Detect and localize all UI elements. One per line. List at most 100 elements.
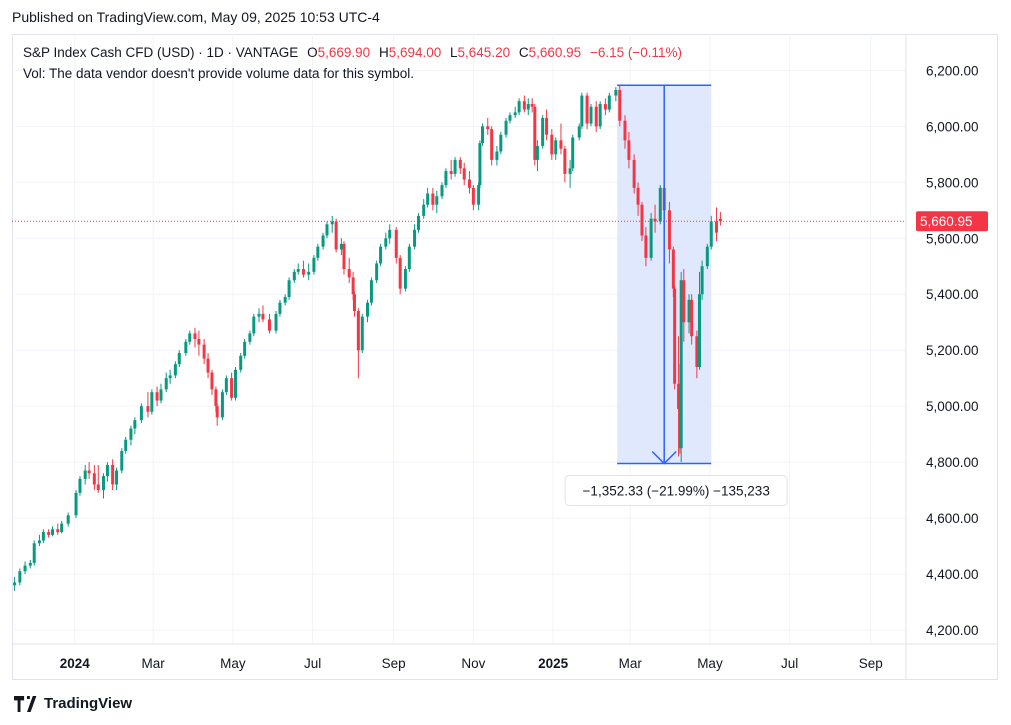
candle-body xyxy=(278,302,282,314)
candle-body xyxy=(477,185,481,205)
candle-body xyxy=(173,364,177,376)
volume-note: Vol: The data vendor doesn't provide vol… xyxy=(23,66,415,81)
x-tick-label: May xyxy=(220,656,246,671)
candle-body xyxy=(239,355,243,370)
candle-body xyxy=(462,168,466,180)
grid-lines xyxy=(12,34,906,644)
candle-body xyxy=(714,221,718,233)
candle-body xyxy=(394,229,398,258)
candle-body xyxy=(347,269,351,278)
candle-body xyxy=(577,126,581,138)
candle-body xyxy=(700,266,704,295)
candle-body xyxy=(705,246,709,267)
candle-body xyxy=(292,271,296,281)
candle-body xyxy=(486,126,490,130)
candle-body xyxy=(667,210,671,250)
candle-body xyxy=(252,316,256,334)
footer-brand: TradingView xyxy=(44,695,133,712)
candle-body xyxy=(352,294,356,312)
candle-body xyxy=(422,204,426,216)
candle-body xyxy=(307,271,311,275)
candle-body xyxy=(682,280,686,323)
y-tick-label: 6,200.00 xyxy=(926,63,979,78)
candle-body xyxy=(504,120,508,135)
last-price-badge xyxy=(916,211,988,232)
candle-body xyxy=(413,229,417,247)
x-tick-label: Mar xyxy=(142,656,166,671)
candle-body xyxy=(623,120,627,141)
candle-body xyxy=(687,299,691,323)
candle-body xyxy=(673,288,677,384)
candle-body xyxy=(580,95,584,127)
candle-body xyxy=(499,134,503,152)
y-tick-label: 5,400.00 xyxy=(926,287,979,302)
candle-body xyxy=(535,145,539,160)
candle-body xyxy=(550,134,554,155)
candle-body xyxy=(554,140,558,155)
candle-body xyxy=(261,313,265,320)
candle-body xyxy=(398,257,402,289)
y-tick-label: 4,400.00 xyxy=(926,567,979,582)
candle-body xyxy=(440,185,444,197)
high-label: H xyxy=(378,45,389,60)
candle-body xyxy=(274,313,278,331)
candle-body xyxy=(283,297,287,303)
candle-body xyxy=(585,95,589,124)
candle-body xyxy=(234,369,237,398)
high-value: 5,694.00 xyxy=(388,45,442,60)
candle-body xyxy=(18,571,22,583)
x-tick-label: Jul xyxy=(304,656,321,671)
candle-body xyxy=(215,406,219,418)
candle-body xyxy=(453,159,457,174)
candle-body xyxy=(220,392,224,418)
candle-body xyxy=(316,246,320,258)
candle-body xyxy=(287,280,291,298)
candle-body xyxy=(296,269,300,272)
price-chart[interactable]: −1,352.33 (−21.99%) −135,233 4,200.00 4,4… xyxy=(12,34,998,680)
candle-body xyxy=(508,115,512,121)
last-price-label: 5,660.95 xyxy=(920,214,973,229)
candle-body xyxy=(193,333,197,339)
candle-body xyxy=(522,101,526,110)
candle-body xyxy=(164,378,168,390)
candle-body xyxy=(83,470,87,479)
candle-body xyxy=(709,221,713,247)
candle-body xyxy=(563,148,567,174)
candle-body xyxy=(206,358,210,373)
close-label: C xyxy=(518,45,529,60)
change-value: −6.15 (−0.11%) xyxy=(589,45,682,60)
y-tick-label: 4,800.00 xyxy=(926,455,979,470)
y-tick-label: 5,200.00 xyxy=(926,343,979,358)
candle-body xyxy=(321,235,325,247)
y-tick-label: 5,600.00 xyxy=(926,231,979,246)
candle-body xyxy=(360,316,364,351)
candle-body xyxy=(257,313,261,317)
candle-body xyxy=(78,478,82,493)
candle-body xyxy=(146,406,150,412)
candle-body xyxy=(598,103,602,127)
candle-body xyxy=(133,420,137,429)
measure-label: −1,352.33 (−21.99%) −135,233 xyxy=(583,484,770,499)
candle-body xyxy=(607,95,611,110)
candle-body xyxy=(513,112,517,116)
axes: 4,200.00 4,400.00 4,600.00 4,800.00 5,000.00… xyxy=(12,34,998,680)
candle-body xyxy=(568,168,572,174)
x-tick-label: Jul xyxy=(781,656,798,671)
candle-body xyxy=(224,378,228,393)
candle-body xyxy=(92,473,96,485)
candle-body xyxy=(129,428,133,440)
candle-body xyxy=(342,243,346,270)
candle-body xyxy=(435,196,439,205)
candle-body xyxy=(243,341,247,356)
candle-body xyxy=(526,103,530,110)
candle-body xyxy=(111,464,115,485)
candle-body xyxy=(159,389,163,401)
candle-body xyxy=(312,257,316,272)
candle-body xyxy=(690,299,694,337)
candle-body xyxy=(60,523,64,533)
symbol-legend: S&P Index Cash CFD (USD) · 1D · VANTAGE … xyxy=(23,45,682,60)
candle-body xyxy=(444,171,448,186)
y-tick-label: 5,000.00 xyxy=(926,399,979,414)
footer: TradingView xyxy=(14,695,132,712)
candle-body xyxy=(379,246,383,264)
